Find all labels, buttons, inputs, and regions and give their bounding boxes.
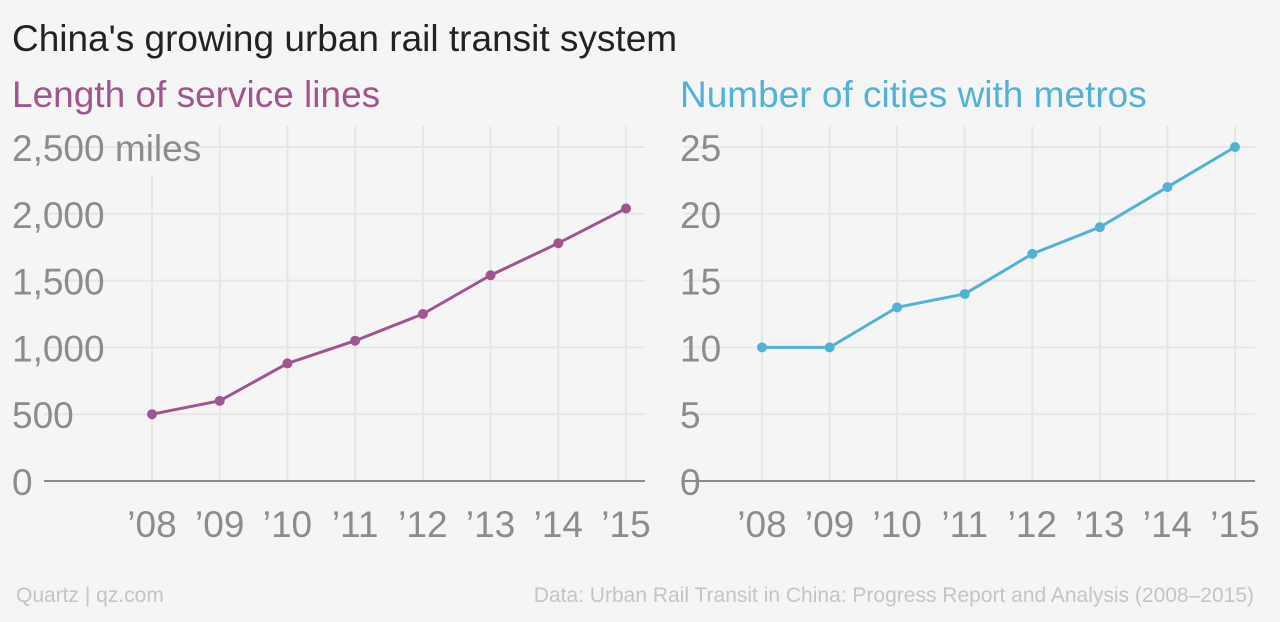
x-tick-label: ’13 (1075, 504, 1124, 545)
x-tick-label: ’10 (872, 504, 921, 545)
data-point (824, 342, 835, 353)
x-tick-label: ’08 (737, 504, 786, 545)
data-point (1162, 182, 1173, 193)
x-tick-label: ’11 (332, 504, 379, 545)
y-tick-label: 20 (680, 195, 721, 236)
y-tick-label: 0 (680, 462, 701, 503)
y-tick-label: 15 (680, 262, 721, 303)
series-line (151, 207, 627, 416)
y-tick-label: 2,000 (12, 195, 105, 236)
y-tick-label: 1,000 (12, 328, 105, 369)
data-point (417, 309, 428, 319)
data-point (485, 270, 496, 281)
x-tick-label: ’09 (195, 504, 244, 545)
x-tick-label: ’14 (534, 504, 583, 545)
data-point (892, 302, 903, 313)
chart-cities-with-metros: 0 5 10 15 20 25 ’08 ’09 ’10 ’11 ’12 ’13 ’14 ’15 (680, 126, 1260, 545)
x-tick-label: ’10 (263, 504, 312, 545)
x-tick-label: ’13 (466, 504, 515, 545)
y-tick-label: 5 (680, 395, 701, 436)
series-line (762, 145, 1236, 349)
data-point (553, 238, 564, 249)
data-point (757, 342, 767, 353)
x-tick-label: ’14 (1143, 504, 1192, 545)
chart-title-cities-with-metros: Number of cities with metros (680, 74, 1147, 115)
data-point (1230, 142, 1240, 152)
y-tick-label: 10 (680, 328, 721, 369)
y-tick-label: 25 (680, 128, 721, 169)
x-tick-label: ’12 (1008, 504, 1057, 545)
data-point (350, 335, 361, 346)
x-tick-label: ’15 (601, 504, 650, 545)
data-point (282, 358, 293, 369)
x-tick-label: ’11 (941, 504, 988, 545)
data-point (1094, 222, 1105, 233)
x-tick-label: ’09 (805, 504, 854, 545)
y-tick-label: 2,500 miles (12, 128, 201, 169)
chart-title-service-length: Length of service lines (12, 74, 381, 115)
y-tick-label: 0 (12, 462, 33, 503)
footer-source: Data: Urban Rail Transit in China: Progr… (533, 584, 1254, 607)
y-tick-label: 500 (12, 395, 74, 436)
footer-credit: Quartz | qz.com (16, 584, 164, 607)
y-tick-label: 1,500 (12, 262, 105, 303)
data-point (959, 288, 970, 299)
chart-service-length: 0 500 1,000 1,500 2,000 2,500 miles ’08 ’09 ’10 ’… (12, 126, 651, 545)
data-point (147, 409, 157, 420)
x-tick-label: ’15 (1210, 504, 1259, 545)
data-point (214, 395, 225, 406)
data-point (1027, 248, 1038, 259)
page-title: China's growing urban rail transit syste… (12, 18, 678, 59)
x-tick-label: ’12 (398, 504, 447, 545)
x-tick-label: ’08 (127, 504, 176, 545)
data-point (621, 203, 631, 214)
